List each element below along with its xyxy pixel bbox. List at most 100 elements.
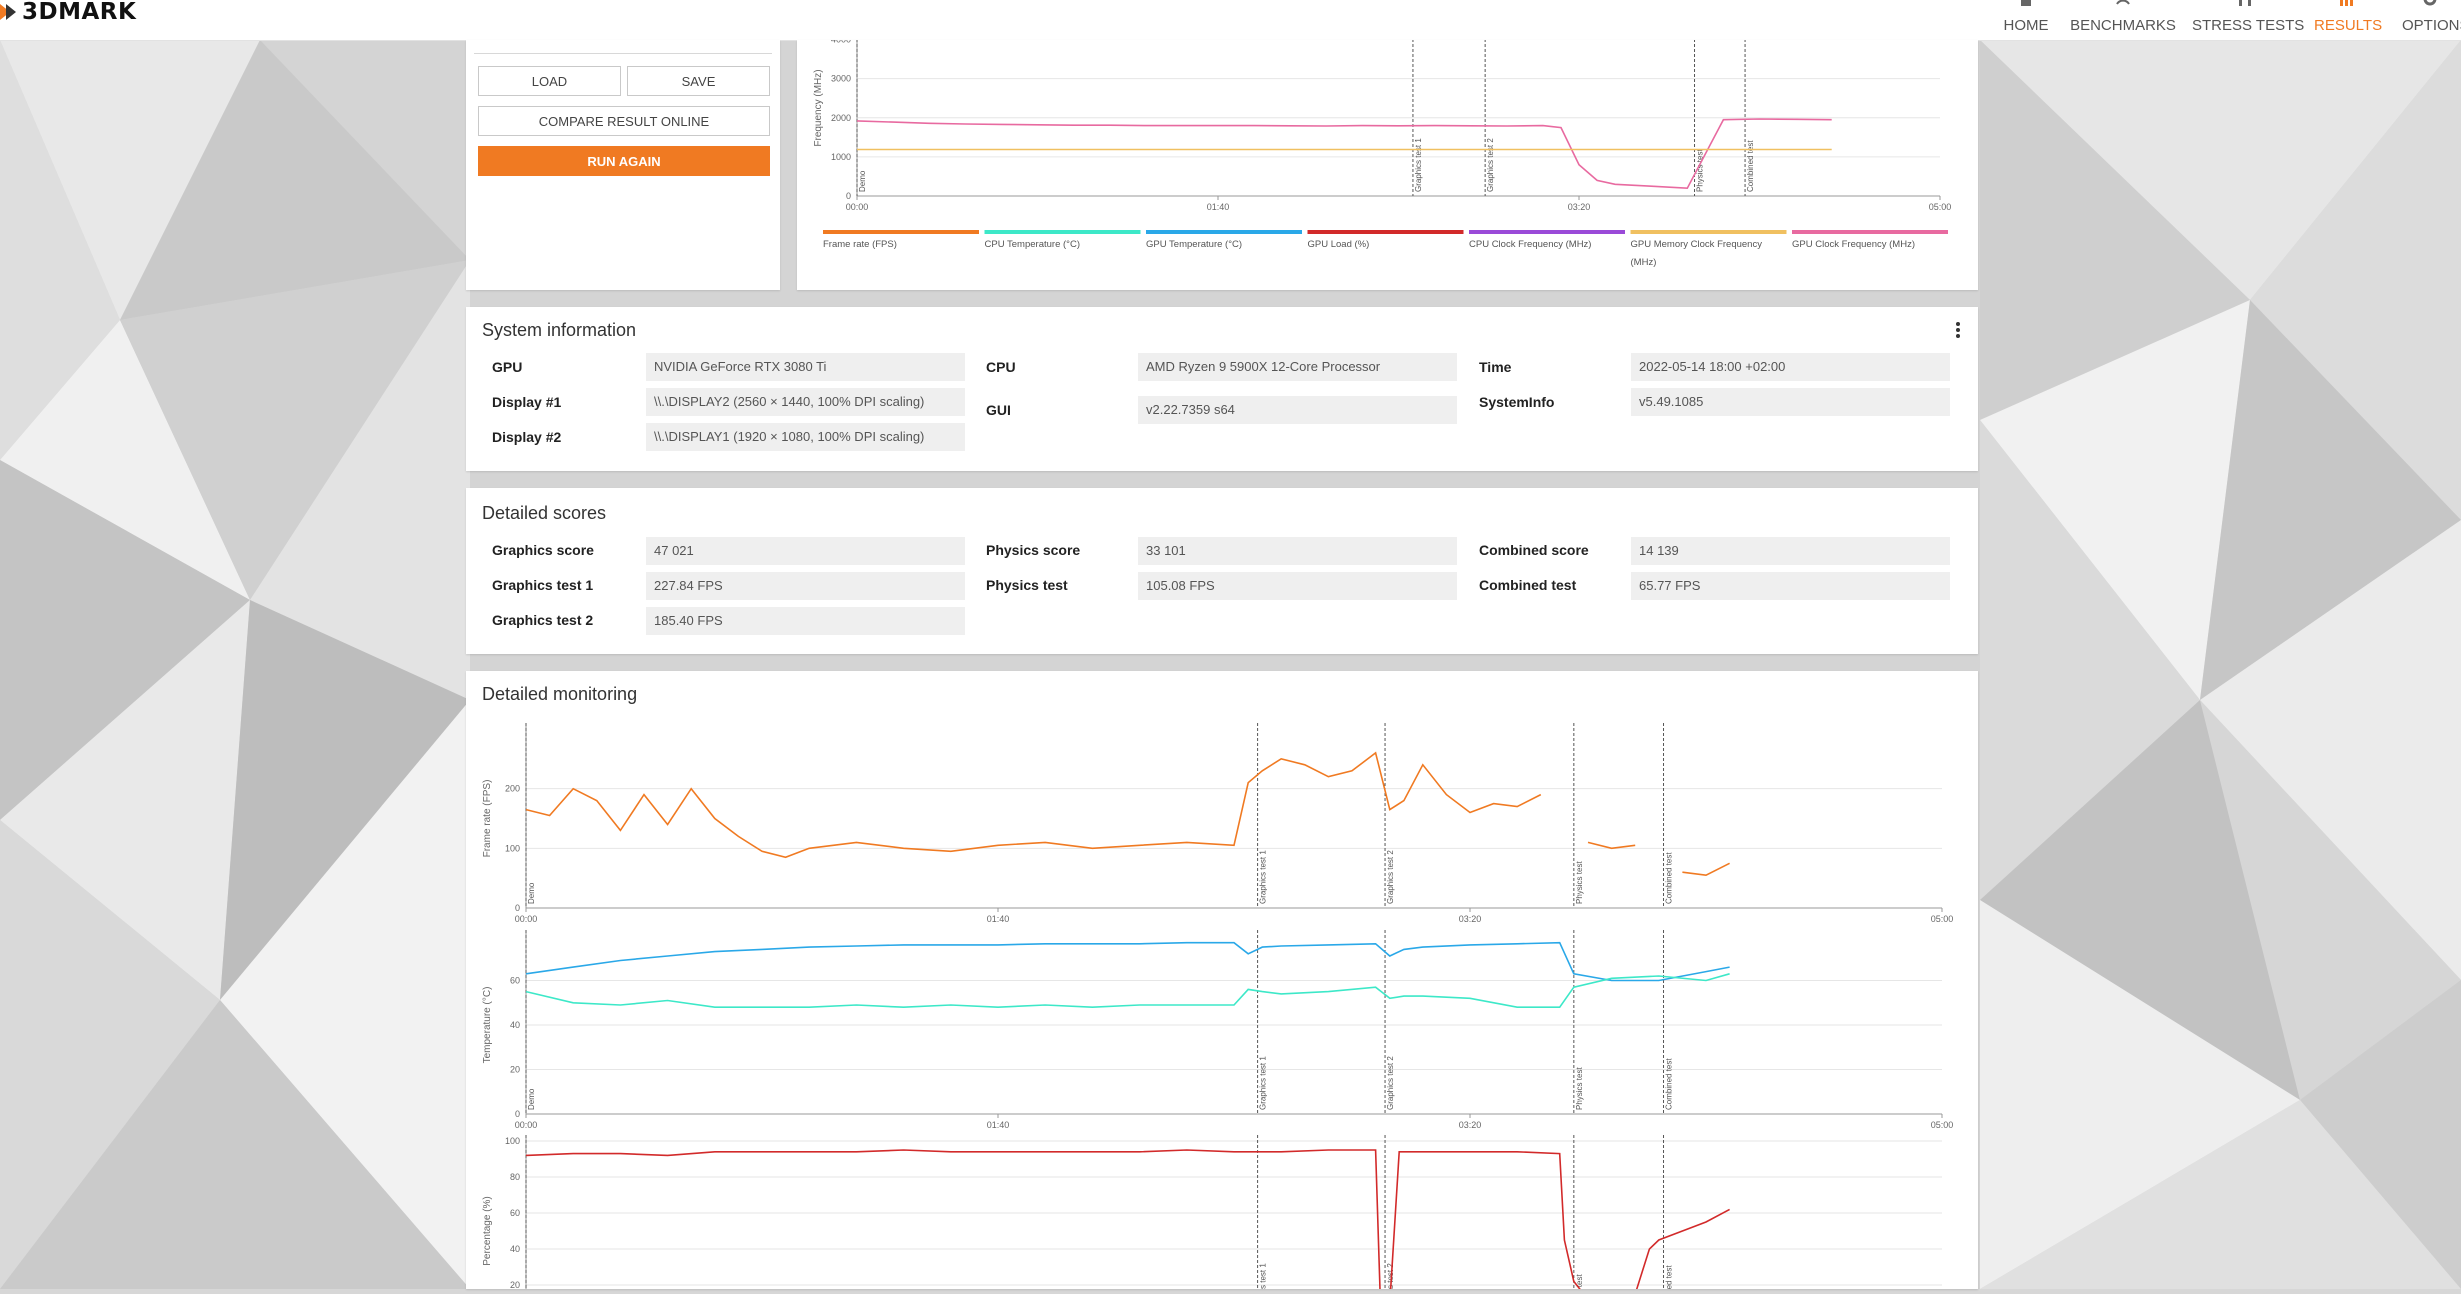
series-line (525, 1149, 1730, 1294)
graphics-score-value: 47 021 (646, 537, 965, 565)
y-tick-label: 60 (510, 976, 520, 986)
series-line (525, 751, 1730, 877)
logo-icon (0, 4, 16, 20)
test-marker-label: Graphics test 1 (1259, 1263, 1268, 1289)
test-marker-label: Physics test (1696, 149, 1705, 192)
top-bar: 3DMARK HOME BENCHMARKS STRESS TESTS RESU… (0, 0, 2461, 41)
nav-benchmarks[interactable]: BENCHMARKS (2068, 0, 2178, 40)
y-tick-label: 0 (515, 1109, 520, 1119)
y-tick-label: 0 (515, 903, 520, 913)
legend-label: GPU Load (%) (1308, 239, 1370, 250)
gpu-value: NVIDIA GeForce RTX 3080 Ti (646, 353, 965, 381)
legend-swatch (1146, 230, 1302, 234)
y-tick-label: 4000 (831, 40, 851, 45)
nav-home-label: HOME (2003, 17, 2049, 34)
nav-results[interactable]: RESULTS (2314, 0, 2383, 40)
graphics-test-1-label: Graphics test 1 (492, 577, 594, 593)
graphics-test-2-label: Graphics test 2 (492, 612, 594, 628)
nav-benchmarks-label: BENCHMARKS (2070, 17, 2176, 34)
x-tick-label: 05:00 (1929, 202, 1952, 212)
time-value: 2022-05-14 18:00 +02:00 (1631, 353, 1950, 381)
app-logo[interactable]: 3DMARK (0, 0, 137, 25)
test-marker-label: Graphics test 1 (1259, 850, 1268, 904)
test-marker-label: Demo (858, 170, 867, 192)
detailed-scores-panel: Detailed scores Graphics score 47 021 Gr… (466, 488, 1978, 654)
legend-swatch (984, 230, 1141, 234)
y-tick-label: 100 (505, 843, 520, 853)
y-tick-label: 40 (510, 1020, 520, 1030)
physics-score-value: 33 101 (1138, 537, 1457, 565)
logo-text: 3DMARK (22, 0, 137, 25)
test-marker-label: Demo (527, 882, 536, 904)
panel-divider (474, 53, 772, 54)
display-2-label: Display #2 (492, 429, 562, 445)
test-marker-label: Graphics test 1 (1259, 1056, 1268, 1110)
series-line (525, 941, 1730, 982)
load-button[interactable]: LOAD (478, 66, 621, 96)
compare-result-online-button[interactable]: COMPARE RESULT ONLINE (478, 106, 770, 136)
x-tick-label: 00:00 (515, 1120, 538, 1130)
systeminfo-label: SystemInfo (1479, 394, 1555, 410)
run-again-button[interactable]: RUN AGAIN (478, 146, 770, 176)
y-axis-label: Frequency (MHz) (813, 69, 824, 146)
x-tick-label: 03:20 (1568, 202, 1591, 212)
graphics-score-label: Graphics score (492, 542, 594, 558)
x-tick-label: 03:20 (1459, 914, 1482, 924)
home-icon (2021, 0, 2031, 6)
detailed-monitoring-title: Detailed monitoring (482, 684, 638, 704)
series-line (856, 118, 1832, 190)
x-tick-label: 05:00 (1931, 914, 1954, 924)
nav-stress-tests-label: STRESS TESTS (2192, 17, 2305, 34)
nav-stress-tests[interactable]: STRESS TESTS (2192, 0, 2305, 40)
time-label: Time (1479, 359, 1512, 375)
y-tick-label: 1000 (831, 152, 851, 162)
nav-options[interactable]: OPTIONS (2396, 0, 2461, 40)
results-icon (2340, 0, 2353, 6)
y-tick-label: 200 (505, 784, 520, 794)
combined-test-value: 65.77 FPS (1631, 572, 1950, 600)
combined-score-value: 14 139 (1631, 537, 1950, 565)
physics-score-label: Physics score (986, 542, 1081, 558)
test-marker-label: Physics test (1575, 1067, 1584, 1110)
test-marker-label: Graphics test 2 (1386, 850, 1395, 904)
gui-value: v2.22.7359 s64 (1138, 396, 1457, 424)
legend-label: GPU Temperature (°C) (1146, 239, 1242, 250)
legend-label: CPU Clock Frequency (MHz) (1469, 239, 1591, 250)
graphics-test-1-value: 227.84 FPS (646, 572, 965, 600)
physics-test-label: Physics test (986, 577, 1068, 593)
nav-home[interactable]: HOME (1998, 0, 2054, 40)
legend-swatch (823, 230, 979, 234)
y-tick-label: 0 (846, 191, 851, 201)
nav-results-label: RESULTS (2314, 17, 2383, 34)
series-line (525, 973, 1730, 1009)
gear-icon (2423, 0, 2437, 6)
save-button[interactable]: SAVE (627, 66, 770, 96)
combined-test-label: Combined test (1479, 577, 1577, 593)
display-1-label: Display #1 (492, 394, 562, 410)
y-axis-label: Percentage (%) (482, 1196, 493, 1265)
y-tick-label: 2000 (831, 113, 851, 123)
y-tick-label: 3000 (831, 74, 851, 84)
y-tick-label: 20 (510, 1065, 520, 1075)
y-tick-label: 80 (510, 1172, 520, 1182)
display-2-value: \\.\DISPLAY1 (1920 × 1080, 100% DPI scal… (646, 423, 965, 451)
frequency-chart[interactable]: 0 1000 2000 3000 4000 Frequency (MHz) 00:00 01:… (797, 14, 1978, 290)
legend-swatch (1307, 230, 1464, 234)
combined-score-label: Combined score (1479, 542, 1589, 558)
system-information-title: System information (482, 320, 637, 340)
cpu-label: CPU (986, 359, 1016, 375)
test-marker-label: Physics test (1575, 861, 1584, 904)
test-marker-label: Demo (527, 1088, 536, 1110)
test-marker-label: Physics test (1575, 1274, 1584, 1289)
graphics-test-2-value: 185.40 FPS (646, 607, 965, 635)
more-options-icon[interactable] (1956, 322, 1960, 340)
benchmarks-icon (2116, 0, 2130, 5)
test-marker-label: Combined test (1746, 140, 1755, 192)
monitoring-summary-panel: 0 1000 2000 3000 4000 Frequency (MHz) 00:00 01:… (797, 14, 1978, 290)
test-marker-label: Graphics test 2 (1386, 1056, 1395, 1110)
stress-tests-icon (2239, 0, 2251, 6)
test-marker-label: Graphics test 2 (1486, 138, 1495, 192)
x-tick-label: 05:00 (1931, 1120, 1954, 1130)
legend-label: Frame rate (FPS) (823, 239, 897, 250)
